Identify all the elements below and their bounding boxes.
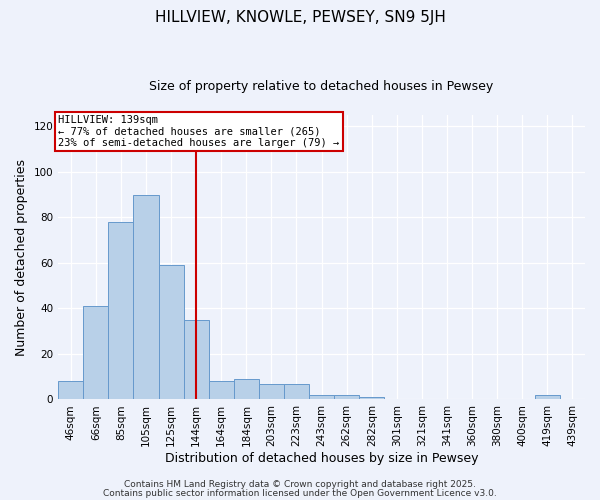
Bar: [359, 397, 385, 400]
Text: HILLVIEW: 139sqm
← 77% of detached houses are smaller (265)
23% of semi-detached: HILLVIEW: 139sqm ← 77% of detached house…: [58, 115, 340, 148]
Title: Size of property relative to detached houses in Pewsey: Size of property relative to detached ho…: [149, 80, 494, 93]
Bar: [309, 395, 334, 400]
Bar: [184, 320, 209, 400]
Bar: [133, 194, 158, 400]
Bar: [109, 222, 133, 400]
Bar: [158, 265, 184, 400]
Bar: [259, 384, 284, 400]
Bar: [209, 382, 234, 400]
Bar: [58, 382, 83, 400]
Bar: [535, 395, 560, 400]
Text: Contains HM Land Registry data © Crown copyright and database right 2025.: Contains HM Land Registry data © Crown c…: [124, 480, 476, 489]
X-axis label: Distribution of detached houses by size in Pewsey: Distribution of detached houses by size …: [165, 452, 478, 465]
Bar: [284, 384, 309, 400]
Text: Contains public sector information licensed under the Open Government Licence v3: Contains public sector information licen…: [103, 488, 497, 498]
Bar: [334, 395, 359, 400]
Bar: [234, 379, 259, 400]
Text: HILLVIEW, KNOWLE, PEWSEY, SN9 5JH: HILLVIEW, KNOWLE, PEWSEY, SN9 5JH: [155, 10, 445, 25]
Bar: [83, 306, 109, 400]
Y-axis label: Number of detached properties: Number of detached properties: [15, 158, 28, 356]
